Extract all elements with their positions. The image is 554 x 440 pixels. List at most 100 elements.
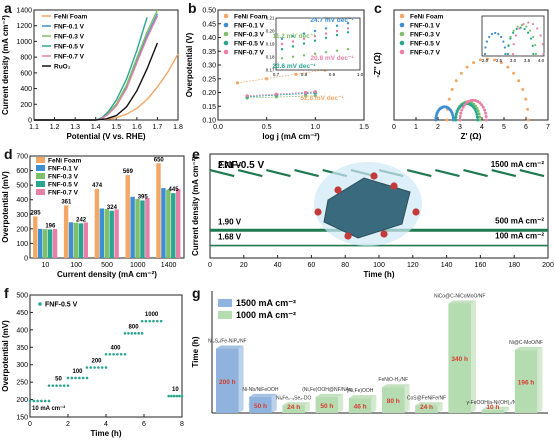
bar-name-label: FeNiO-H₂/NF <box>378 377 408 383</box>
bar-name-label: (Ni,Fe)OOH <box>347 388 374 394</box>
nyquist-point <box>526 118 530 122</box>
bar-data-label: 242 <box>76 217 87 223</box>
bar <box>448 303 471 413</box>
step-point <box>32 399 36 403</box>
step-point <box>130 332 134 335</box>
step-point <box>104 366 108 369</box>
legend-swatch <box>399 31 405 37</box>
nyquist-point <box>493 58 497 62</box>
step-point <box>175 394 178 398</box>
legend-label: FNF-0.7 V <box>54 54 85 61</box>
legend-label: FNF-0.5 V <box>410 41 441 48</box>
y-tick-label: 0.35 <box>202 49 216 56</box>
chart-e: 0 20 40 60 80 100 120 140 160 180 200 Time (h) Curre… <box>191 153 554 279</box>
nyquist-point <box>475 115 479 119</box>
bar-side <box>404 384 410 413</box>
inset-point <box>346 31 350 34</box>
bar-side <box>238 345 244 413</box>
step-label: 400 <box>110 345 121 351</box>
nyquist-point <box>459 111 463 115</box>
inset-point <box>542 52 545 56</box>
series-line-2 <box>34 9 159 121</box>
bar-name-label: NiₓFe₁₋ₓSe₂-DO <box>276 395 311 401</box>
step-point <box>66 376 70 380</box>
stability-segment <box>237 169 263 178</box>
inset-point <box>324 51 328 54</box>
x-axis-label: Z' (Ω) <box>461 132 482 141</box>
panel-label-b: b <box>188 0 197 16</box>
nyquist-point <box>458 115 462 119</box>
inset-point <box>291 45 295 48</box>
y-tick-label: 600 <box>16 168 28 175</box>
step-point <box>81 376 85 380</box>
data-point <box>294 72 298 76</box>
nyquist-point <box>455 110 459 114</box>
x-tick-label: 20 <box>240 262 248 269</box>
y-tick-label: 350 <box>16 345 28 352</box>
legend-swatch <box>399 40 405 46</box>
legend-label: FNF-0.5 V <box>234 41 265 48</box>
step-point <box>123 332 127 335</box>
nyquist-point <box>478 118 482 122</box>
inset-point <box>484 46 487 49</box>
legend-label: FeNi Foam <box>410 14 443 21</box>
panel-b: b 0.0 0.5 1.0 1.5 0.10 0.15 0.20 0.25 0.30 0.35 0.… <box>184 0 370 148</box>
inset-point <box>512 31 515 34</box>
inset-point <box>512 43 515 46</box>
step-point <box>47 384 51 387</box>
bar <box>175 188 181 258</box>
x-tick-label: 0 <box>392 124 396 131</box>
bar <box>109 210 114 258</box>
step-point <box>167 394 170 398</box>
inset-frame <box>481 15 545 57</box>
bar <box>114 209 119 258</box>
inset-point <box>302 37 306 40</box>
nyquist-point <box>476 118 480 122</box>
panel-g: g Time (h) 1500 mA cm⁻² 1000 mA cm⁻² 200 h N… <box>188 285 554 440</box>
panel-e: e 0 20 40 60 80 100 120 140 160 180 200 Time (h) Cur… <box>188 146 554 284</box>
step-point <box>178 394 181 398</box>
inset-point <box>335 29 339 33</box>
legend-label: FNF-0.7 V <box>234 50 265 57</box>
stability-segment <box>435 169 460 178</box>
y-axis-label: Current density (mA cm⁻²) <box>1 15 10 115</box>
y-tick-label: 0.20 <box>202 90 216 97</box>
step-point <box>123 352 127 356</box>
inset-point <box>529 29 532 32</box>
x-axis-label: Current density (mA cm⁻²) <box>57 270 157 279</box>
legend-swatch <box>36 189 45 195</box>
x-tick-label: 1.8 <box>173 124 183 131</box>
inset-point <box>531 44 534 47</box>
panel-label-a: a <box>4 0 12 16</box>
bar-data-label: 361 <box>61 199 72 205</box>
panel-d: d 0 100 200 300 400 500 600 700 Current density … <box>0 146 188 286</box>
inset-point <box>512 29 515 32</box>
step-point <box>66 384 70 387</box>
x-tick-label: 1000 <box>130 262 146 269</box>
x-tick-label: 4 <box>480 124 484 131</box>
inset-x-tick: 0.9 <box>329 72 336 77</box>
y-axis-label: -Z'' (Ω) <box>373 52 382 78</box>
inset-x-tick: 4.0 <box>538 58 545 63</box>
step-point <box>89 366 93 369</box>
step-point <box>140 332 144 335</box>
step-point <box>70 376 74 380</box>
panel-c: c 0 1 2 3 4 5 6 7 Z' (Ω) -Z'' (Ω) FeNi Foam FNF-0.1… <box>370 0 554 148</box>
inset-point <box>335 24 339 27</box>
inset-point <box>335 33 339 37</box>
bar-data-label: 569 <box>123 169 134 175</box>
inset-point <box>291 55 295 58</box>
bar <box>73 222 79 258</box>
inset-point <box>541 43 544 46</box>
nyquist-point <box>478 115 482 119</box>
inset-x-tick: 1.0 <box>357 72 364 77</box>
bar-value-label: 24 h <box>420 404 433 411</box>
inset-point <box>494 31 497 35</box>
bar-top <box>216 345 244 349</box>
inset-y-tick: 0.18 <box>266 55 275 60</box>
inset-point <box>534 43 537 47</box>
inset-point <box>514 34 518 37</box>
legend-swatch <box>38 302 42 306</box>
x-tick-label: 1.7 <box>153 124 163 131</box>
bar-top <box>481 406 510 410</box>
